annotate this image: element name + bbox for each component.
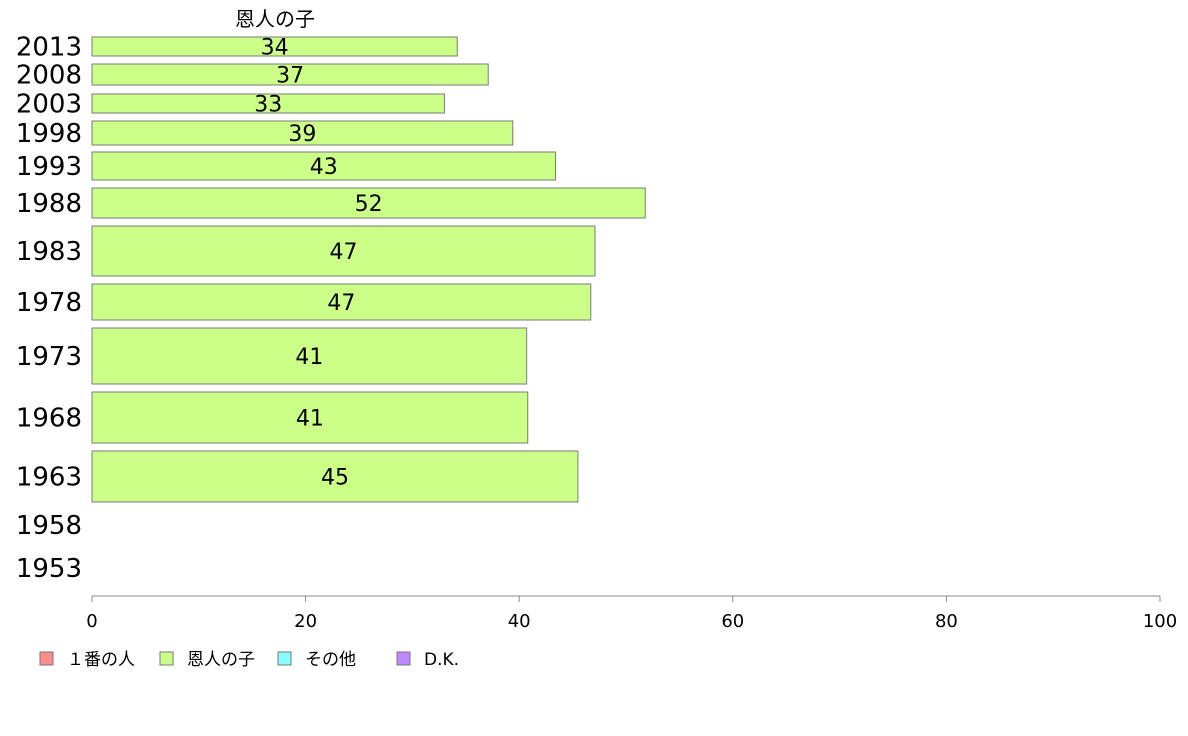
data-label: 47: [327, 291, 355, 316]
y-tick-label: 1968: [16, 404, 82, 434]
data-label: 39: [288, 122, 316, 147]
x-tick-label: 60: [721, 611, 744, 632]
x-tick-label: 20: [294, 611, 317, 632]
y-tick-label: 1973: [16, 342, 82, 372]
data-label: 33: [254, 93, 282, 118]
bar: [91, 225, 596, 277]
data-label: 37: [276, 64, 304, 89]
bar: [91, 187, 646, 219]
bar: [91, 93, 445, 114]
data-label: 41: [296, 407, 324, 432]
bar: [91, 36, 458, 57]
x-tick-label: 100: [1143, 611, 1177, 632]
y-tick-label: 1988: [16, 189, 82, 219]
x-axis: 0 20 40 60 80 100: [86, 595, 1177, 632]
data-label: 41: [295, 345, 323, 370]
data-label: 34: [261, 36, 289, 61]
x-tick-label: 0: [86, 611, 97, 632]
legend-label: その他: [305, 650, 356, 670]
legend-label: D.K.: [424, 650, 459, 670]
bar: [91, 120, 514, 146]
data-label: 47: [330, 240, 358, 265]
legend-swatch: [396, 651, 411, 666]
legend-swatch: [159, 651, 174, 666]
y-tick-label: 2003: [16, 90, 82, 120]
y-tick-label: 1993: [16, 152, 82, 182]
data-label: 45: [321, 466, 349, 491]
y-tick-label: 1953: [16, 554, 82, 584]
data-label: 52: [355, 192, 383, 217]
bar: [91, 391, 529, 444]
y-tick-label: 1978: [16, 288, 82, 318]
bar: [91, 450, 579, 503]
legend-swatch: [39, 651, 54, 666]
data-label: 43: [310, 155, 338, 180]
y-tick-label: 1958: [16, 511, 82, 541]
y-tick-label: 1963: [16, 463, 82, 493]
bar: [91, 283, 592, 321]
series-header-label: 恩人の子: [235, 7, 315, 31]
y-tick-label: 1998: [16, 119, 82, 149]
x-tick-label: 40: [508, 611, 531, 632]
bar: [91, 327, 528, 385]
y-tick-label: 1983: [16, 237, 82, 267]
legend-label: 恩人の子: [187, 650, 255, 670]
bar: [91, 63, 489, 86]
bar: [91, 151, 557, 181]
y-tick-label: 2013: [16, 33, 82, 63]
legend-label: １番の人: [67, 650, 135, 670]
legend-swatch: [277, 651, 292, 666]
x-tick-label: 80: [935, 611, 958, 632]
y-tick-label: 2008: [16, 61, 82, 91]
legend: １番の人 恩人の子 その他 D.K.: [39, 650, 459, 670]
